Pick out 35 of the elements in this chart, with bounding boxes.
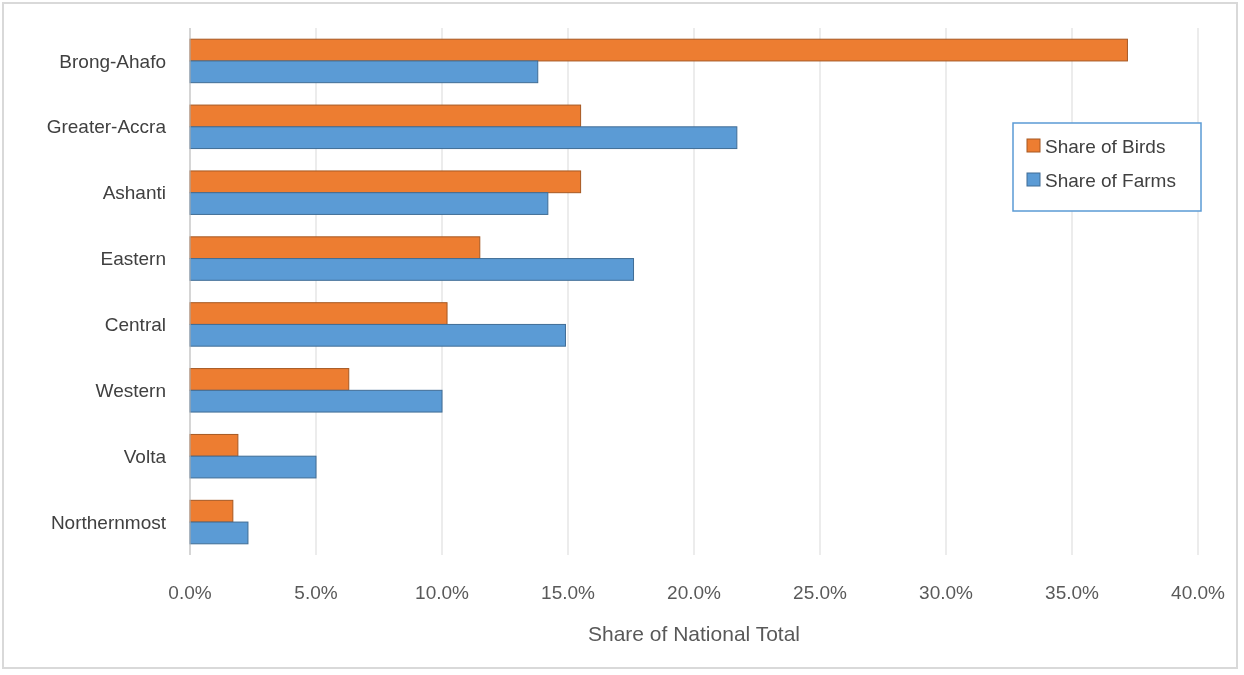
x-tick-label: 40.0%	[1171, 582, 1226, 603]
bar	[189, 192, 549, 215]
bar	[189, 170, 582, 194]
bar	[189, 236, 481, 260]
bar	[189, 389, 443, 413]
x-tick-label: 5.0%	[294, 582, 338, 603]
x-tick-label: 35.0%	[1045, 582, 1100, 603]
bar	[189, 455, 317, 479]
x-tick-label: 30.0%	[919, 582, 974, 603]
legend-label: Share of Birds	[1045, 135, 1166, 157]
bar	[189, 521, 249, 545]
x-tick-label: 10.0%	[415, 582, 470, 603]
x-tick-label: 25.0%	[793, 582, 848, 603]
y-tick-label: Northernmost	[50, 511, 167, 533]
y-tick-label: Brong-Ahafo	[59, 50, 166, 72]
bar	[189, 368, 350, 391]
y-tick-label: Ashanti	[102, 182, 166, 204]
bar	[189, 104, 582, 128]
bar	[189, 433, 239, 457]
x-axis-title: Share of National Total	[587, 622, 801, 645]
y-tick-label: Volta	[123, 445, 167, 467]
y-tick-label: Western	[95, 379, 166, 401]
bar	[189, 323, 566, 347]
bar	[189, 38, 1128, 62]
x-tick-label: 15.0%	[541, 582, 596, 603]
x-tick-label: 20.0%	[667, 582, 722, 603]
legend-label: Share of Farms	[1045, 169, 1176, 191]
bar	[189, 60, 539, 84]
y-tick-label: Central	[104, 314, 166, 336]
y-tick-label: Greater-Accra	[46, 116, 167, 138]
y-tick-label: Eastern	[100, 248, 166, 270]
x-tick-label: 0.0%	[168, 582, 212, 603]
bar	[189, 126, 738, 150]
bar	[189, 258, 635, 281]
bar	[189, 302, 448, 325]
